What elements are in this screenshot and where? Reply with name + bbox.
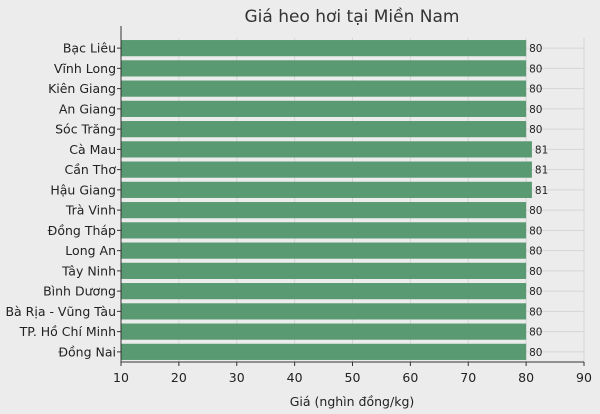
data-label: 80 <box>529 225 542 237</box>
y-tick-label: Sóc Trăng <box>55 122 116 137</box>
y-tick-label: Bạc Liêu <box>63 41 116 56</box>
data-label: 80 <box>529 124 542 136</box>
data-label: 80 <box>529 306 542 318</box>
data-label: 81 <box>535 185 548 197</box>
y-tick-label: Long An <box>65 243 116 258</box>
y-tick-label: Cần Thơ <box>65 162 117 177</box>
y-tick-label: Kiên Giang <box>48 81 116 96</box>
bar <box>121 323 527 340</box>
x-tick-label: 80 <box>518 370 534 385</box>
data-label: 80 <box>529 63 542 75</box>
x-tick-label: 60 <box>402 370 418 385</box>
bar <box>121 283 527 300</box>
x-axis-ticks: 10 20 30 40 50 60 70 80 90 <box>113 362 592 385</box>
data-label: 81 <box>535 165 548 177</box>
y-tick-label: Bà Rịa - Vũng Tàu <box>5 304 116 319</box>
bar <box>121 80 527 97</box>
data-label: 80 <box>529 246 542 258</box>
bar <box>121 40 527 57</box>
data-label: 81 <box>535 144 548 156</box>
x-axis-label: Giá (nghìn đồng/kg) <box>290 394 415 409</box>
bar <box>121 222 527 239</box>
bar <box>121 303 527 320</box>
y-tick-label: Bình Dương <box>43 284 116 299</box>
y-tick-label: Trà Vinh <box>65 203 116 218</box>
y-tick-label: Tây Ninh <box>61 263 116 278</box>
data-label: 80 <box>529 84 542 96</box>
bar <box>121 343 527 360</box>
data-label: 80 <box>529 205 542 217</box>
bar <box>121 141 532 158</box>
bar <box>121 161 532 178</box>
data-labels: 80 80 80 80 80 81 81 81 80 80 80 80 80 80 80 80 <box>529 43 548 359</box>
x-tick-label: 70 <box>460 370 476 385</box>
x-tick-label: 50 <box>345 370 361 385</box>
bar <box>121 100 527 117</box>
x-tick-label: 30 <box>229 370 245 385</box>
bars <box>121 40 532 360</box>
y-tick-label: Đồng Nai <box>58 344 116 359</box>
bar <box>121 202 527 219</box>
data-label: 80 <box>529 347 542 359</box>
x-tick-label: 40 <box>287 370 303 385</box>
y-tick-label: Cà Mau <box>69 142 116 157</box>
data-label: 80 <box>529 286 542 298</box>
y-tick-label: Hậu Giang <box>50 182 116 197</box>
x-tick-label: 20 <box>171 370 187 385</box>
bar <box>121 121 527 138</box>
y-axis-labels: Bạc Liêu Vĩnh Long Kiên Giang An Giang Sóc T… <box>5 41 121 359</box>
bar <box>121 60 527 77</box>
data-label: 80 <box>529 327 542 339</box>
y-tick-label: TP. Hồ Chí Minh <box>19 324 116 339</box>
data-label: 80 <box>529 43 542 55</box>
y-tick-label: Vĩnh Long <box>54 61 116 76</box>
chart-title: Giá heo hơi tại Miền Nam <box>245 6 460 27</box>
data-label: 80 <box>529 104 542 116</box>
bar <box>121 181 532 198</box>
y-tick-label: Đồng Tháp <box>48 223 116 238</box>
x-tick-label: 10 <box>113 370 129 385</box>
bar <box>121 262 527 279</box>
bar <box>121 242 527 259</box>
data-label: 80 <box>529 266 542 278</box>
y-tick-label: An Giang <box>59 101 116 116</box>
x-tick-label: 90 <box>576 370 592 385</box>
